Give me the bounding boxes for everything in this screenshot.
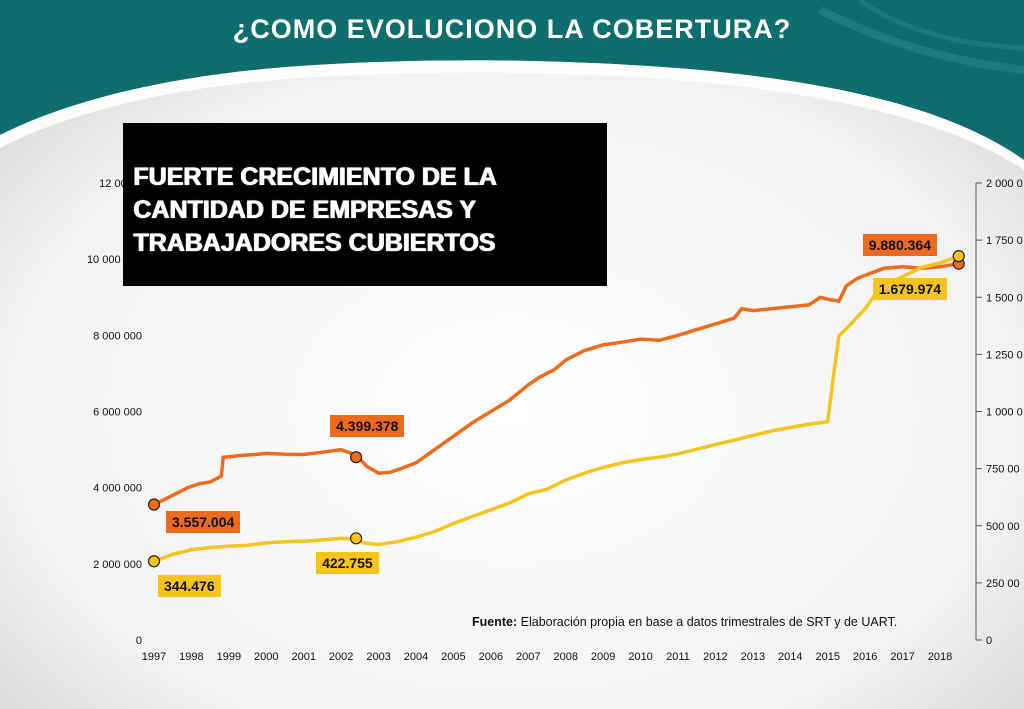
x-axis-tick-label: 2015 xyxy=(815,651,839,663)
data-label: 422.755 xyxy=(316,552,379,575)
x-axis-tick-label: 1997 xyxy=(142,651,166,663)
right-axis-tick-label: 750 00 xyxy=(986,464,1020,476)
x-axis-tick-label: 2010 xyxy=(628,651,652,663)
x-axis-tick-label: 1999 xyxy=(217,651,241,663)
x-axis-tick-label: 2009 xyxy=(591,651,615,663)
x-axis-tick-label: 2001 xyxy=(291,651,315,663)
x-axis-tick-label: 1998 xyxy=(179,651,203,663)
right-axis-tick-label: 500 00 xyxy=(986,521,1020,533)
data-label: 1.679.974 xyxy=(872,278,947,301)
left-axis-tick-label: 4 000 000 xyxy=(93,483,142,495)
x-axis-tick-label: 2007 xyxy=(516,651,540,663)
page-title: ¿COMO EVOLUCIONO LA COBERTURA? xyxy=(232,14,792,44)
x-axis-tick-label: 2012 xyxy=(703,651,727,663)
right-axis-tick-label: 0 xyxy=(986,635,992,647)
right-axis-tick-label: 1 500 0 xyxy=(986,292,1023,304)
data-point-marker xyxy=(350,451,363,464)
data-label: 4.399.378 xyxy=(330,415,405,438)
callout-text: FUERTE CRECIMIENTO DE LA CANTIDAD DE EMP… xyxy=(133,163,496,257)
data-point-marker xyxy=(952,250,965,263)
left-axis-tick-label: 8 000 000 xyxy=(93,330,142,342)
x-axis-tick-label: 2011 xyxy=(666,651,690,663)
source-note: Fuente: Elaboración propia en base a dat… xyxy=(472,615,897,629)
x-axis-tick-label: 2018 xyxy=(928,651,952,663)
x-axis-tick-label: 2002 xyxy=(329,651,353,663)
x-axis-tick-label: 2016 xyxy=(853,651,877,663)
left-axis-tick-label: 0 xyxy=(136,635,142,647)
data-label: 3.557.004 xyxy=(166,510,241,533)
x-axis-tick-label: 2013 xyxy=(741,651,765,663)
workers-series-line xyxy=(153,261,959,507)
x-axis-tick-label: 2017 xyxy=(890,651,914,663)
data-point-marker xyxy=(350,532,363,545)
left-axis-tick-label: 2 000 000 xyxy=(93,559,142,571)
data-label: 9.880.364 xyxy=(862,233,937,256)
companies-series-line xyxy=(153,254,960,563)
right-axis-tick-label: 1 250 0 xyxy=(986,349,1023,361)
x-axis-tick-label: 2004 xyxy=(404,651,428,663)
data-point-marker xyxy=(147,498,161,511)
source-label: Fuente: xyxy=(472,615,518,629)
right-axis-tick-label: 2 000 0 xyxy=(986,178,1023,190)
x-axis-tick-label: 2008 xyxy=(553,651,577,663)
right-axis-tick-label: 1 750 0 xyxy=(986,235,1023,247)
right-axis-tick-label: 1 000 0 xyxy=(986,407,1023,419)
x-axis-tick-label: 2006 xyxy=(479,651,503,663)
x-axis-tick-label: 2003 xyxy=(366,651,390,663)
left-axis-tick-label: 6 000 000 xyxy=(93,407,142,419)
x-axis-tick-label: 2000 xyxy=(254,651,278,663)
right-axis-tick-label: 250 00 xyxy=(986,578,1020,590)
data-label: 344.476 xyxy=(158,575,221,598)
source-text: Elaboración propia en base a datos trime… xyxy=(520,615,898,629)
data-point-marker xyxy=(147,555,161,568)
callout-box: FUERTE CRECIMIENTO DE LA CANTIDAD DE EMP… xyxy=(123,123,607,286)
x-axis-tick-label: 2005 xyxy=(441,651,465,663)
x-axis-tick-label: 2014 xyxy=(778,651,802,663)
